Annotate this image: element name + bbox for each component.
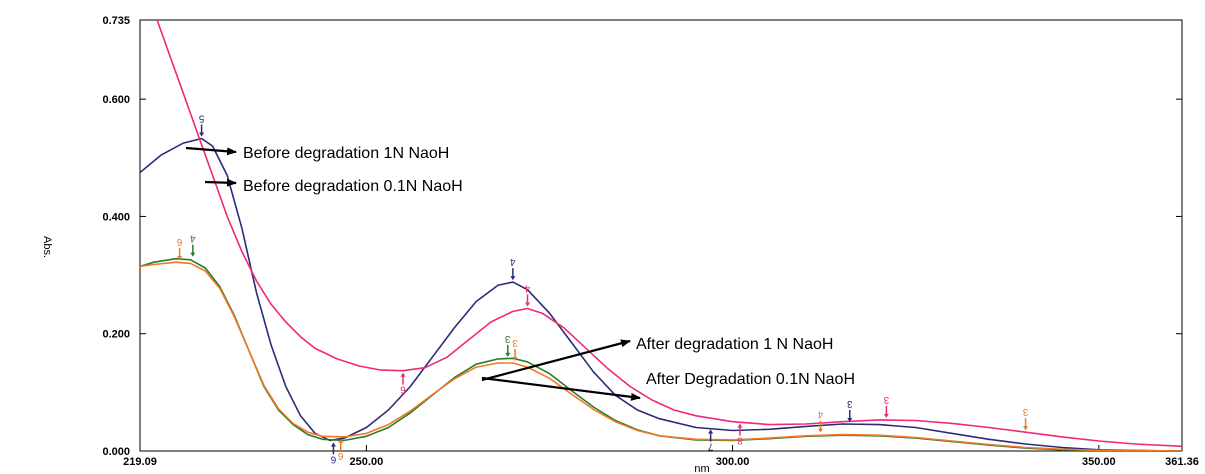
x-tick-label: 300.00 (716, 456, 750, 468)
plot-frame (139, 19, 1183, 452)
annotation-before-1n: Before degradation 1N NaoH (243, 145, 449, 162)
y-axis-label: Abs. (41, 236, 53, 258)
annotation-after-1n: After degradation 1 N NaoH (636, 336, 833, 353)
peak-label: 3 (883, 394, 889, 405)
annotations: Before degradation 1N NaoH Before degrad… (185, 145, 855, 401)
peak-label: 7 (707, 441, 713, 452)
x-tick-label: 361.36 (1165, 456, 1199, 468)
peak-marker: 6 (338, 438, 344, 461)
peak-marker: 8 (737, 423, 743, 446)
annotation-arrow (481, 339, 631, 382)
peak-label: 5 (198, 112, 204, 123)
peak-marker: 6 (330, 442, 336, 464)
peak-label: 6 (338, 450, 344, 461)
peak-marker: 3 (512, 337, 518, 362)
peak-marker: 3 (883, 394, 889, 418)
peak-marker: 5 (198, 112, 204, 137)
axes: 0.000 0.200 0.400 0.600 0.735 219.09 250.00 300… (102, 15, 1198, 468)
peak-label: 4 (510, 256, 516, 267)
peak-marker: 3 (1022, 406, 1028, 431)
series-line-3 (140, 261, 1182, 451)
x-axis-label: nm (694, 463, 709, 474)
y-tick-label: 0.400 (102, 211, 130, 223)
peak-label: 4 (817, 409, 823, 420)
peak-marker: 6 (400, 372, 406, 395)
y-tick-label: 0.600 (102, 94, 130, 106)
peak-label: 4 (524, 283, 530, 294)
annotation-before-01n: Before degradation 0.1N NaoH (243, 178, 463, 195)
peak-label: 3 (847, 398, 853, 409)
x-tick-label: 250.00 (350, 456, 384, 468)
peak-label: 3 (1022, 406, 1028, 417)
peak-marker: 4 (190, 233, 196, 257)
peak-marker: 3 (847, 398, 853, 423)
annotation-arrow (481, 376, 641, 401)
series-group (140, 20, 1182, 451)
annotation-after-01n: After Degradation 0.1N NaoH (646, 371, 855, 388)
peak-label: 6 (400, 384, 406, 395)
peak-marker: 4 (524, 283, 530, 307)
peak-marker: 6 (176, 236, 182, 261)
annotation-arrow (204, 178, 237, 187)
peak-label: 6 (176, 236, 182, 247)
series-line-1 (156, 20, 1182, 448)
peak-label: 8 (737, 435, 743, 446)
x-tick-label: 350.00 (1082, 456, 1116, 468)
peak-label: 3 (505, 333, 511, 344)
x-tick-label: 219.09 (123, 456, 157, 468)
y-tick-label: 0.735 (102, 15, 130, 27)
peak-label: 6 (330, 453, 336, 464)
peak-marker: 7 (707, 429, 713, 452)
peak-label: 4 (190, 233, 196, 244)
annotation-arrow (185, 146, 237, 156)
y-tick-label: 0.000 (102, 446, 130, 458)
peak-label: 3 (512, 337, 518, 348)
peak-marker: 4 (510, 256, 516, 281)
peak-marker: 3 (505, 333, 511, 357)
y-tick-label: 0.200 (102, 329, 130, 341)
peak-marker: 4 (817, 409, 823, 433)
series-line-0 (140, 137, 1182, 451)
